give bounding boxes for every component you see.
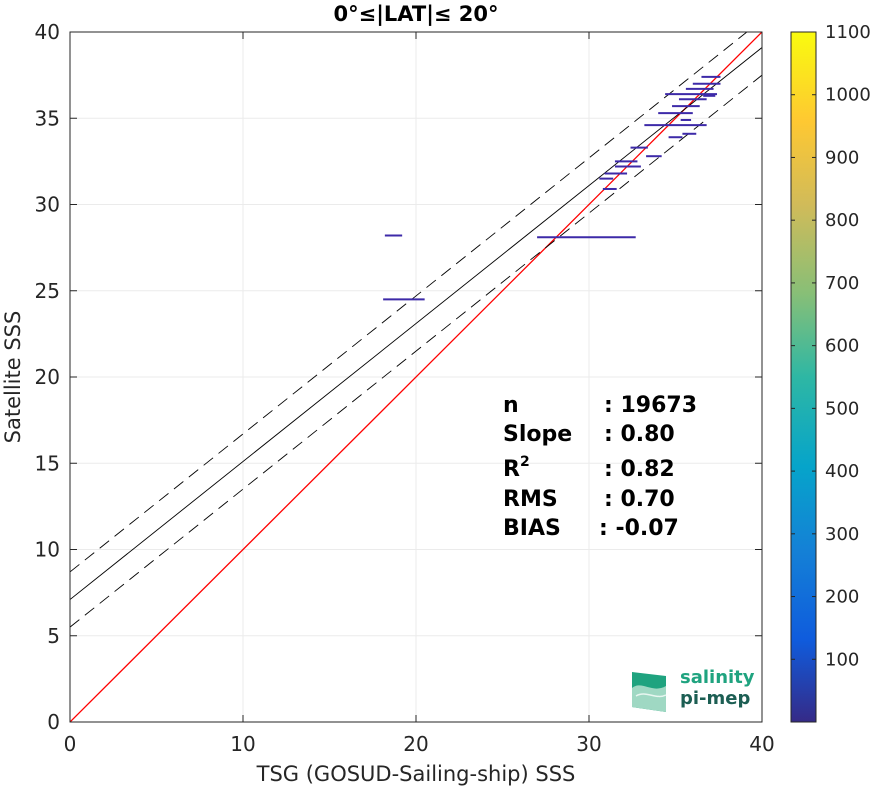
stat-value: : 0.70 (604, 487, 675, 512)
x-tick-label: 20 (403, 732, 428, 756)
stat-value: : 0.80 (604, 422, 675, 447)
colorbar-tick-label: 700 (825, 273, 859, 294)
x-tick-label: 10 (230, 732, 255, 756)
stat-value: : 19673 (604, 393, 697, 418)
stat-value: : -0.07 (599, 516, 679, 541)
y-tick-label: 0 (47, 710, 60, 734)
colorbar (790, 31, 817, 723)
stat-label: n (503, 393, 519, 418)
colorbar-tick-label: 200 (825, 587, 859, 608)
x-axis-ticks: 0 10 20 30 40 (64, 32, 775, 756)
logo-line2: pi-mep (680, 688, 750, 709)
colorbar-tick-label: 600 (825, 336, 859, 357)
chart-title: 0°≤|LAT|≤ 20° (333, 2, 498, 27)
stat-label: Slope (503, 422, 572, 447)
lower-bound-line (70, 74, 762, 628)
colorbar-tick-label: 400 (825, 461, 859, 482)
colorbar-ticks: 100 200 300 400 500 600 700 800 900 1000 1100 (791, 22, 871, 670)
colorbar-tick-label: 1000 (825, 85, 871, 106)
stats-box: n : 19673 Slope : 0.80 R2 : 0.82 RMS : 0.70 BIAS… (503, 393, 697, 541)
x-axis-label: TSG (GOSUD-Sailing-ship) SSS (256, 762, 576, 786)
x-tick-label: 30 (576, 732, 601, 756)
y-tick-label: 30 (35, 193, 60, 217)
y-tick-label: 25 (35, 279, 60, 303)
stat-label: BIAS (503, 516, 561, 541)
salinity-pimep-logo: salinity pi-mep (632, 667, 755, 712)
upper-bound-line (70, 32, 748, 573)
y-axis-ticks: 0 5 10 15 20 25 30 35 40 (35, 20, 762, 734)
colorbar-tick-label: 100 (825, 649, 859, 670)
y-tick-label: 35 (35, 106, 60, 130)
colorbar-tick-label: 1100 (825, 22, 871, 43)
stat-label: R2 (503, 454, 530, 482)
regression-line (70, 47, 762, 600)
x-tick-label: 0 (64, 732, 77, 756)
stat-label: RMS (503, 487, 558, 512)
y-axis-label: Satellite SSS (1, 311, 25, 444)
y-tick-label: 40 (35, 20, 60, 44)
colorbar-tick-label: 300 (825, 524, 859, 545)
colorbar-tick-label: 900 (825, 147, 859, 168)
stat-value: : 0.82 (604, 457, 675, 482)
colorbar-tick-label: 800 (825, 210, 859, 231)
x-tick-label: 40 (749, 732, 774, 756)
y-tick-label: 5 (47, 624, 60, 648)
y-tick-label: 10 (35, 538, 60, 562)
y-tick-label: 15 (35, 451, 60, 475)
logo-line1: salinity (680, 667, 755, 688)
data-points (383, 75, 721, 301)
y-tick-label: 20 (35, 365, 60, 389)
colorbar-tick-label: 500 (825, 398, 859, 419)
